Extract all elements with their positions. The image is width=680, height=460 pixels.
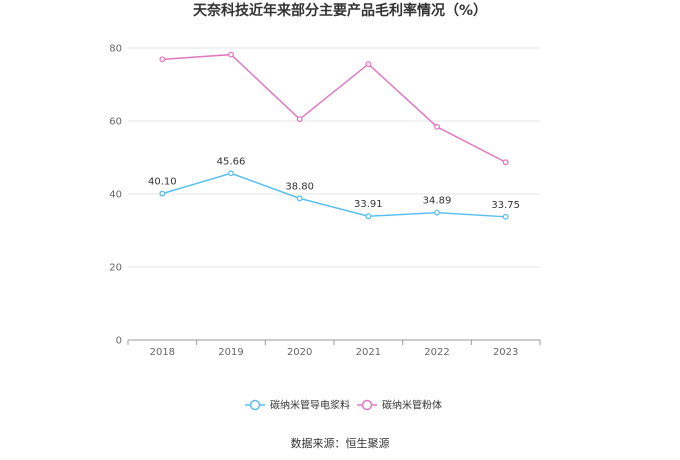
series-line-0 [162,172,506,218]
data-label: 38.80 [285,181,314,192]
data-label: 33.75 [491,200,520,211]
legend-marker [249,399,261,411]
source-note: 数据来源：恒生聚源 [291,436,390,450]
data-point[interactable] [434,123,440,130]
legend-item-0[interactable]: 碳纳米管导电浆料 [245,399,350,412]
x-tick-label: 2021 [356,347,381,358]
data-point[interactable] [296,195,303,202]
grid [128,47,540,268]
data-point[interactable] [159,190,166,197]
x-tick-label: 2022 [424,347,449,358]
y-tick-label: 40 [109,190,122,201]
y-tick-label: 20 [109,263,122,274]
data-point[interactable] [502,213,509,220]
x-tick-label: 2019 [218,347,243,358]
x-tick-label: 2018 [150,347,175,358]
y-tick-label: 80 [109,44,122,55]
legend-label: 碳纳米管粉体 [382,399,442,412]
y-tick-label: 0 [116,336,122,347]
data-point[interactable] [228,170,234,177]
data-point[interactable] [434,209,440,216]
legend-label: 碳纳米管导电浆料 [270,399,350,412]
legend[interactable]: 碳纳米管导电浆料 碳纳米管粉体 [245,399,442,412]
data-point[interactable] [365,61,372,68]
axes: 0 20 40 60 80 2018 2019 2020 2021 2022 2023 [109,44,541,358]
series-layer: 40.10 45.66 38.80 33.91 34.89 33.75 [148,51,520,220]
data-point[interactable] [159,56,166,63]
data-label: 40.10 [148,177,177,188]
x-tick-label: 2023 [493,347,518,358]
legend-marker [361,399,373,411]
chart-title: 天奈科技近年来部分主要产品毛利率情况（%） [193,2,487,19]
legend-item-1[interactable]: 碳纳米管粉体 [357,399,442,412]
series-line-1 [162,53,507,163]
data-label: 45.66 [217,156,246,167]
data-point[interactable] [228,51,234,58]
data-label: 33.91 [354,199,383,210]
data-point[interactable] [502,159,509,166]
x-tick-label: 2020 [287,347,312,358]
data-point[interactable] [296,116,303,123]
data-label: 34.89 [423,196,452,207]
data-point[interactable] [365,213,372,220]
y-tick-label: 60 [109,117,122,128]
